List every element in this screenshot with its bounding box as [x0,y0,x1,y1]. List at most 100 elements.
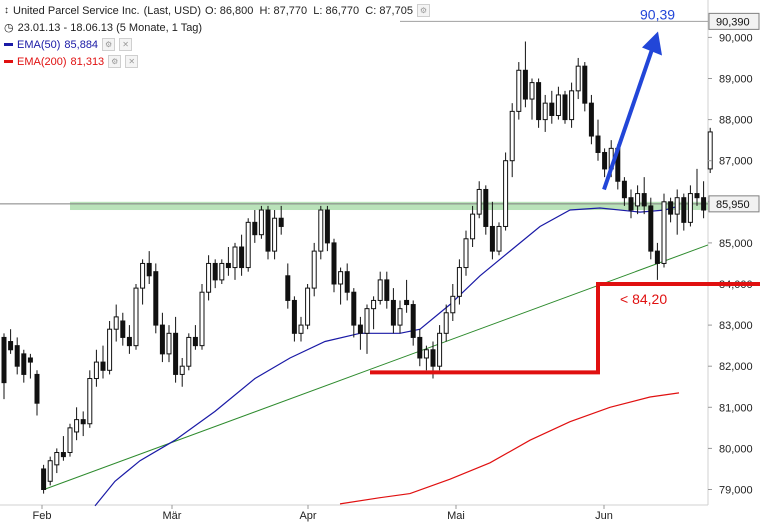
y-tick-label: 81,000 [719,402,753,414]
candle [371,296,377,330]
y-tick-label: 90,000 [719,32,753,44]
candle [417,329,423,367]
ema50-settings-icon[interactable]: ⚙ [102,38,116,51]
indicator-ema200[interactable]: EMA(200) 81,313 ⚙ ✕ [4,55,139,68]
settings-icon[interactable]: ⚙ [416,4,430,17]
axis-marker-red [708,282,760,286]
candle [133,284,139,350]
candle [14,337,20,375]
ema200-settings-icon[interactable]: ⚙ [108,55,122,68]
candle [192,325,198,350]
candle [186,333,192,371]
candle [694,168,700,206]
candle [34,370,40,416]
y-tick-label: 87,000 [719,156,753,168]
candle [232,242,238,280]
candle [668,197,674,223]
candle [707,127,713,174]
support-zone [70,201,708,211]
candle [344,263,350,301]
candle [212,259,218,289]
candle [470,205,476,248]
candle [674,189,680,235]
ema50-value: 85,884 [64,38,99,51]
candle [351,288,357,338]
candle [278,205,284,235]
candle [516,62,522,120]
candle [588,94,594,145]
candle [225,247,231,276]
candle [549,90,555,124]
x-tick-label: Feb [33,510,52,522]
candle [661,193,667,268]
candle [621,177,627,206]
axis-marker-box [708,12,760,30]
candle [536,78,542,128]
candle [701,181,707,219]
chart-header: ↕ United Parcel Service Inc. (Last, USD)… [4,4,430,17]
candle [272,210,278,260]
candle [357,316,363,350]
support-label: < 84,20 [620,291,667,307]
candle [252,210,258,243]
candle [298,316,304,342]
candle [219,259,225,284]
candle [67,423,73,457]
candle [681,193,687,231]
candle [113,304,119,342]
candle [21,349,27,383]
ohlc-values: O: 86,800 H: 87,770 L: 86,770 C: 87,705 [205,4,413,17]
x-tick-label: Mär [163,510,182,522]
y-tick-label: 83,000 [719,320,753,332]
y-tick-label: 80,000 [719,443,753,455]
axis-marker-label: 90,390 [716,16,750,28]
x-tick-label: Apr [299,510,316,522]
candle [100,345,106,379]
target-arrow-shaft [602,48,654,191]
instrument-title: United Parcel Service Inc. [13,4,140,17]
candle [159,312,165,363]
chart-type-icon[interactable]: ↕ [4,5,9,16]
candle [285,263,291,309]
candle [562,90,568,124]
candle [496,222,502,256]
candle [404,279,410,313]
candle [27,353,33,379]
candle [397,300,403,334]
candle [569,82,575,128]
target-arrow-head [642,31,662,56]
candle [628,189,634,219]
candle [384,271,390,309]
candle [483,185,489,235]
ema200-line [339,392,680,505]
candle [522,41,528,108]
candle [324,205,330,252]
candle [206,255,212,301]
candle [258,205,264,239]
candle [423,345,429,371]
x-tick-label: Jun [595,510,613,522]
candle [311,242,317,297]
candle [60,436,66,461]
support-step-line [370,282,708,375]
candle [305,284,311,330]
candle [87,370,93,428]
ema50-close-icon[interactable]: ✕ [119,38,133,51]
candle [41,464,47,494]
candle [153,263,159,334]
indicator-ema50[interactable]: EMA(50) 85,884 ⚙ ✕ [4,38,133,51]
date-range-row: ◷ 23.01.13 - 18.06.13 (5 Monate, 1 Tag) [4,21,202,35]
candle [1,333,7,400]
candle [47,456,53,486]
candle [476,181,482,219]
candle [377,271,383,305]
clock-icon: ◷ [4,22,14,34]
candle [245,218,251,272]
candle [654,242,660,280]
candle [595,119,601,161]
ema200-close-icon[interactable]: ✕ [125,55,139,68]
candle [364,304,370,354]
candle [437,325,443,371]
candle [318,205,324,260]
ema200-swatch [4,60,13,63]
